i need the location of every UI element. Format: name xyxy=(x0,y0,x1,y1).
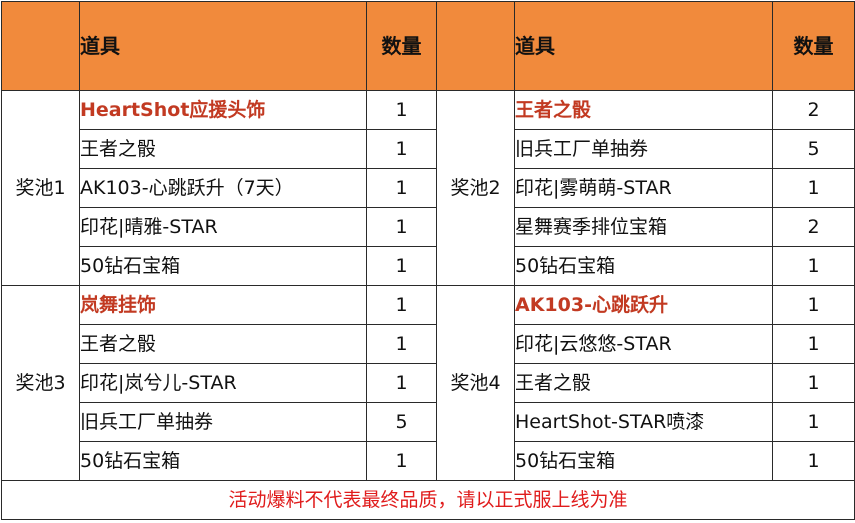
item-quantity: 1 xyxy=(772,246,855,286)
item-quantity: 1 xyxy=(772,285,855,325)
pool-name: 奖池2 xyxy=(436,90,515,286)
item-name: 王者之骰 xyxy=(514,363,773,403)
table-row: 50钻石宝箱 1 50钻石宝箱 1 xyxy=(2,441,855,481)
item-quantity: 1 xyxy=(366,324,437,364)
item-quantity: 5 xyxy=(366,402,437,442)
item-quantity: 2 xyxy=(772,90,855,130)
item-name: AK103-心跳跃升（7天） xyxy=(79,168,367,208)
footer-row: 活动爆料不代表最终品质，请以正式服上线为准 xyxy=(1,480,855,520)
item-name: 50钻石宝箱 xyxy=(79,441,367,481)
item-name: 旧兵工厂单抽券 xyxy=(79,402,367,442)
item-quantity: 1 xyxy=(772,441,855,481)
header-qty-right: 数量 xyxy=(772,1,855,91)
item-name: 印花|岚兮儿-STAR xyxy=(79,363,367,403)
pool-name: 奖池4 xyxy=(436,285,515,481)
item-quantity: 1 xyxy=(366,168,437,208)
table-row: 王者之骰 1 印花|云悠悠-STAR 1 xyxy=(2,324,855,364)
item-quantity: 5 xyxy=(772,129,855,169)
header-qty-left: 数量 xyxy=(366,1,437,91)
table-row: 旧兵工厂单抽券 5 HeartShot-STAR喷漆 1 xyxy=(2,402,855,442)
item-quantity: 1 xyxy=(772,402,855,442)
pool-name: 奖池1 xyxy=(1,90,80,286)
item-name: 星舞赛季排位宝箱 xyxy=(514,207,773,247)
item-quantity: 1 xyxy=(366,90,437,130)
item-name: 印花|云悠悠-STAR xyxy=(514,324,773,364)
item-name: 50钻石宝箱 xyxy=(514,246,773,286)
featured-item-name: 王者之骰 xyxy=(514,90,773,130)
item-quantity: 1 xyxy=(366,129,437,169)
disclaimer-note: 活动爆料不代表最终品质，请以正式服上线为准 xyxy=(1,480,855,520)
table-row: 印花|岚兮儿-STAR 1 王者之骰 1 xyxy=(2,363,855,403)
item-quantity: 2 xyxy=(772,207,855,247)
featured-item-name: HeartShot应援头饰 xyxy=(79,90,367,130)
header-item-left: 道具 xyxy=(79,1,367,91)
table-row: 奖池3 岚舞挂饰 1 奖池4 AK103-心跳跃升 1 xyxy=(1,285,855,481)
item-name: 旧兵工厂单抽券 xyxy=(514,129,773,169)
item-quantity: 1 xyxy=(366,441,437,481)
table-row: 印花|晴雅-STAR 1 星舞赛季排位宝箱 2 xyxy=(2,207,855,247)
table-row: 王者之骰 1 旧兵工厂单抽券 5 xyxy=(2,129,855,169)
table-header-row: 道具 数量 道具 数量 xyxy=(1,1,855,91)
item-name: 50钻石宝箱 xyxy=(514,441,773,481)
item-name: 印花|雾萌萌-STAR xyxy=(514,168,773,208)
table-row: AK103-心跳跃升（7天） 1 印花|雾萌萌-STAR 1 xyxy=(2,168,855,208)
header-item-right: 道具 xyxy=(514,1,773,91)
item-name: 王者之骰 xyxy=(79,129,367,169)
item-quantity: 1 xyxy=(366,285,437,325)
item-name: HeartShot-STAR喷漆 xyxy=(514,402,773,442)
item-quantity: 1 xyxy=(772,168,855,208)
pool-name: 奖池3 xyxy=(1,285,80,481)
item-name: 王者之骰 xyxy=(79,324,367,364)
item-quantity: 1 xyxy=(772,324,855,364)
table-row: 50钻石宝箱 1 50钻石宝箱 1 xyxy=(2,246,855,286)
item-quantity: 1 xyxy=(366,246,437,286)
header-pool-cell-left xyxy=(1,1,80,91)
table-row: 奖池1 HeartShot应援头饰 1 奖池2 王者之骰 2 xyxy=(1,90,855,286)
item-name: 50钻石宝箱 xyxy=(79,246,367,286)
featured-item-name: 岚舞挂饰 xyxy=(79,285,367,325)
item-quantity: 1 xyxy=(366,207,437,247)
header-pool-cell-right xyxy=(436,1,515,91)
item-quantity: 1 xyxy=(366,363,437,403)
item-quantity: 1 xyxy=(772,363,855,403)
featured-item-name: AK103-心跳跃升 xyxy=(514,285,773,325)
item-name: 印花|晴雅-STAR xyxy=(79,207,367,247)
